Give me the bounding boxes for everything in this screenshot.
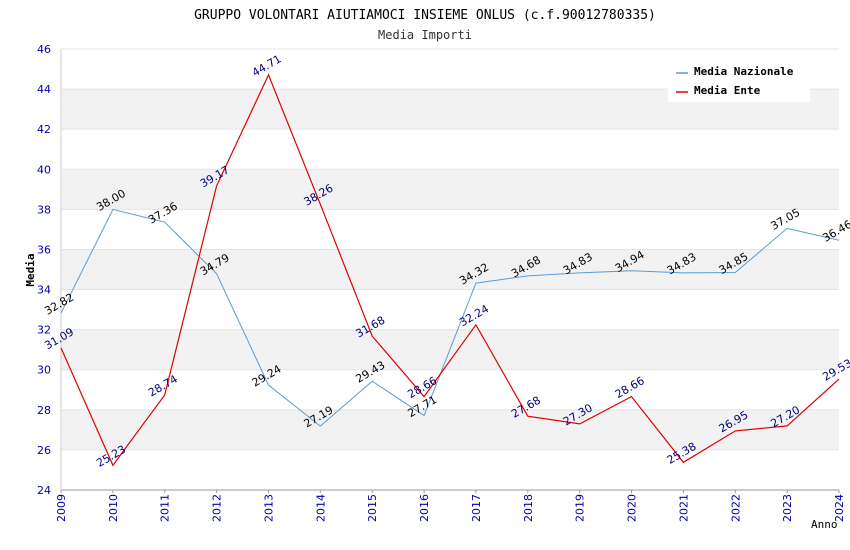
x-tick-label: 2021 xyxy=(677,494,690,522)
x-tick-label: 2011 xyxy=(159,494,172,522)
y-tick-label: 30 xyxy=(37,364,51,377)
legend-label-ente: Media Ente xyxy=(694,84,761,97)
x-tick-label: 2020 xyxy=(626,494,639,522)
x-tick-label: 2022 xyxy=(729,494,742,522)
grid-band xyxy=(61,409,839,450)
data-label-ente: 28.74 xyxy=(146,372,180,399)
x-tick-label: 2009 xyxy=(55,494,68,522)
chart-title: GRUPPO VOLONTARI AIUTIAMOCI INSIEME ONLU… xyxy=(194,8,656,23)
series-line-ente xyxy=(60,73,840,467)
chart-subtitle: Media Importi xyxy=(378,28,472,42)
x-tick-label: 2012 xyxy=(211,494,224,522)
x-axis-ticks: 2009 2010 2011 2012 2013 2014 2015 2016 2017 2018… xyxy=(55,490,846,522)
legend-label-nazionale: Media Nazionale xyxy=(694,65,794,78)
x-tick-label: 2017 xyxy=(470,494,483,522)
y-axis-ticks: 24 26 28 30 32 34 36 38 40 42 44 46 xyxy=(37,43,51,497)
x-tick-label: 2010 xyxy=(107,494,120,522)
y-tick-label: 38 xyxy=(37,203,51,216)
grid-band xyxy=(61,249,839,290)
y-tick-label: 34 xyxy=(37,284,51,297)
x-tick-label: 2018 xyxy=(522,494,535,522)
y-tick-label: 28 xyxy=(37,404,51,417)
grid-bands xyxy=(61,48,839,491)
data-label-ente: 32.24 xyxy=(457,302,491,329)
y-tick-label: 32 xyxy=(37,324,51,337)
x-tick-label: 2015 xyxy=(366,494,379,522)
x-tick-label: 2014 xyxy=(314,494,327,522)
y-tick-label: 44 xyxy=(37,83,51,96)
y-axis-label: Media xyxy=(24,253,37,286)
series-lines xyxy=(60,73,840,467)
legend: Media Nazionale Media Ente xyxy=(668,62,810,102)
y-tick-label: 46 xyxy=(37,43,51,56)
x-tick-label: 2016 xyxy=(418,494,431,522)
x-axis-label: Anno xyxy=(811,518,838,531)
legend-box xyxy=(668,62,810,102)
data-label-nazionale: 36.46 xyxy=(820,218,850,245)
y-tick-label: 36 xyxy=(37,243,51,256)
x-tick-label: 2023 xyxy=(781,494,794,522)
data-label-ente: 44.71 xyxy=(250,52,284,79)
x-tick-label: 2019 xyxy=(574,494,587,522)
data-label-nazionale: 37.05 xyxy=(768,206,802,233)
y-tick-label: 24 xyxy=(37,484,51,497)
x-tick-label: 2013 xyxy=(262,494,275,522)
grid-band xyxy=(61,169,839,210)
y-tick-label: 40 xyxy=(37,163,51,176)
x-tick-label: 2024 xyxy=(833,494,846,522)
y-tick-label: 42 xyxy=(37,123,51,136)
series-line-nazionale xyxy=(60,208,840,427)
y-tick-label: 26 xyxy=(37,444,51,457)
